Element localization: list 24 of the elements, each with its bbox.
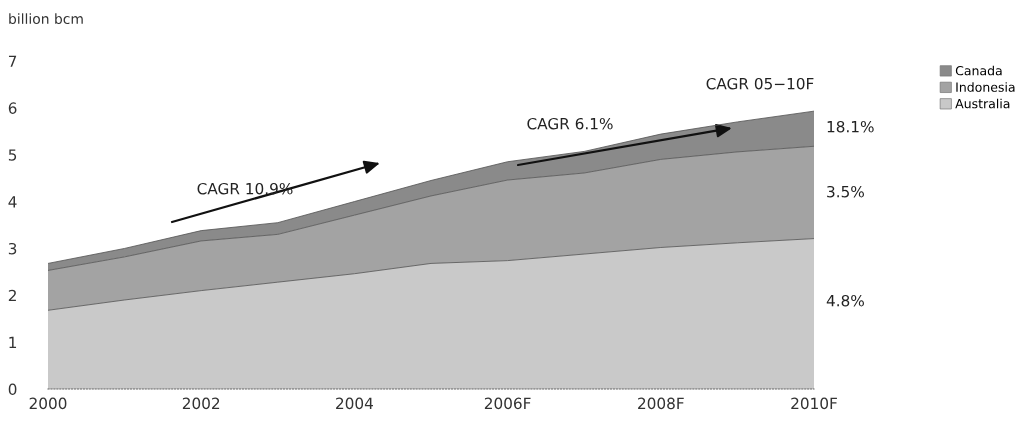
y-tick-label: 3: [8, 242, 17, 255]
x-tick-label: 2002: [182, 397, 220, 410]
y-tick-label: 2: [8, 289, 16, 302]
annotation: CAGR 10.9%: [197, 182, 293, 195]
text: 18.1%: [827, 120, 874, 133]
legend-label: Canada: [955, 65, 1002, 76]
y-tick-label: 1: [9, 336, 17, 348]
y-tick-label: 6: [8, 102, 17, 114]
legend-label: Indonesia: [956, 82, 1015, 92]
annotation: CAGR 05−10F: [706, 77, 814, 90]
x-tick-label: 2006F: [484, 397, 531, 410]
x-tick-label: 2000: [29, 397, 67, 410]
y-tick-label: 4: [8, 196, 17, 208]
text: 4.8%: [826, 294, 864, 307]
y-tick-label: 0: [8, 383, 17, 396]
x-tick-label: 2008F: [638, 397, 684, 410]
legend-label: Australia: [955, 98, 1010, 109]
x-tick-label: 2004: [336, 397, 373, 410]
x-tick-label: 2010F: [791, 397, 837, 410]
y-axis-title: billion bcm: [9, 13, 83, 25]
y-tick-label: 7: [8, 55, 17, 67]
y-tick-label: 5: [8, 149, 17, 161]
annotation: CAGR 6.1%: [527, 117, 613, 130]
text: 3.5%: [827, 185, 864, 198]
